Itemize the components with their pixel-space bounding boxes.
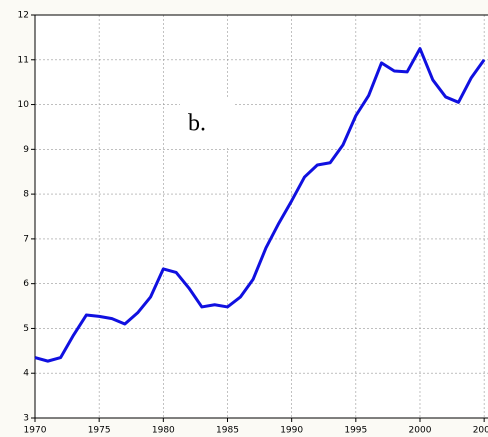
y-tick-label: 4 [23,369,29,379]
y-tick-label: 7 [23,234,29,244]
y-tick-label: 12 [18,11,29,21]
annotation-box [180,98,235,148]
x-tick-label: 1990 [280,426,303,436]
x-tick-label: 1995 [344,426,367,436]
annotation: b. [188,111,206,137]
y-tick-label: 8 [23,190,29,200]
x-tick-label: 2005 [473,426,488,436]
data-line [34,47,486,363]
x-tick-label: 1985 [216,426,239,436]
y-tick-label: 3 [23,414,29,424]
plot-frame [34,14,488,419]
y-tick-label: 10 [18,100,30,110]
x-tick-label: 2000 [409,426,432,436]
y-tick-label: 9 [23,145,29,155]
y-tick-label: 5 [23,324,29,334]
y-tick-label: 6 [23,279,29,289]
plot-area [35,15,488,418]
x-tick-label: 1970 [24,426,47,436]
x-tick-label: 1975 [88,426,111,436]
x-tick-label: 1980 [152,426,175,436]
y-tick-label: 11 [18,55,29,65]
